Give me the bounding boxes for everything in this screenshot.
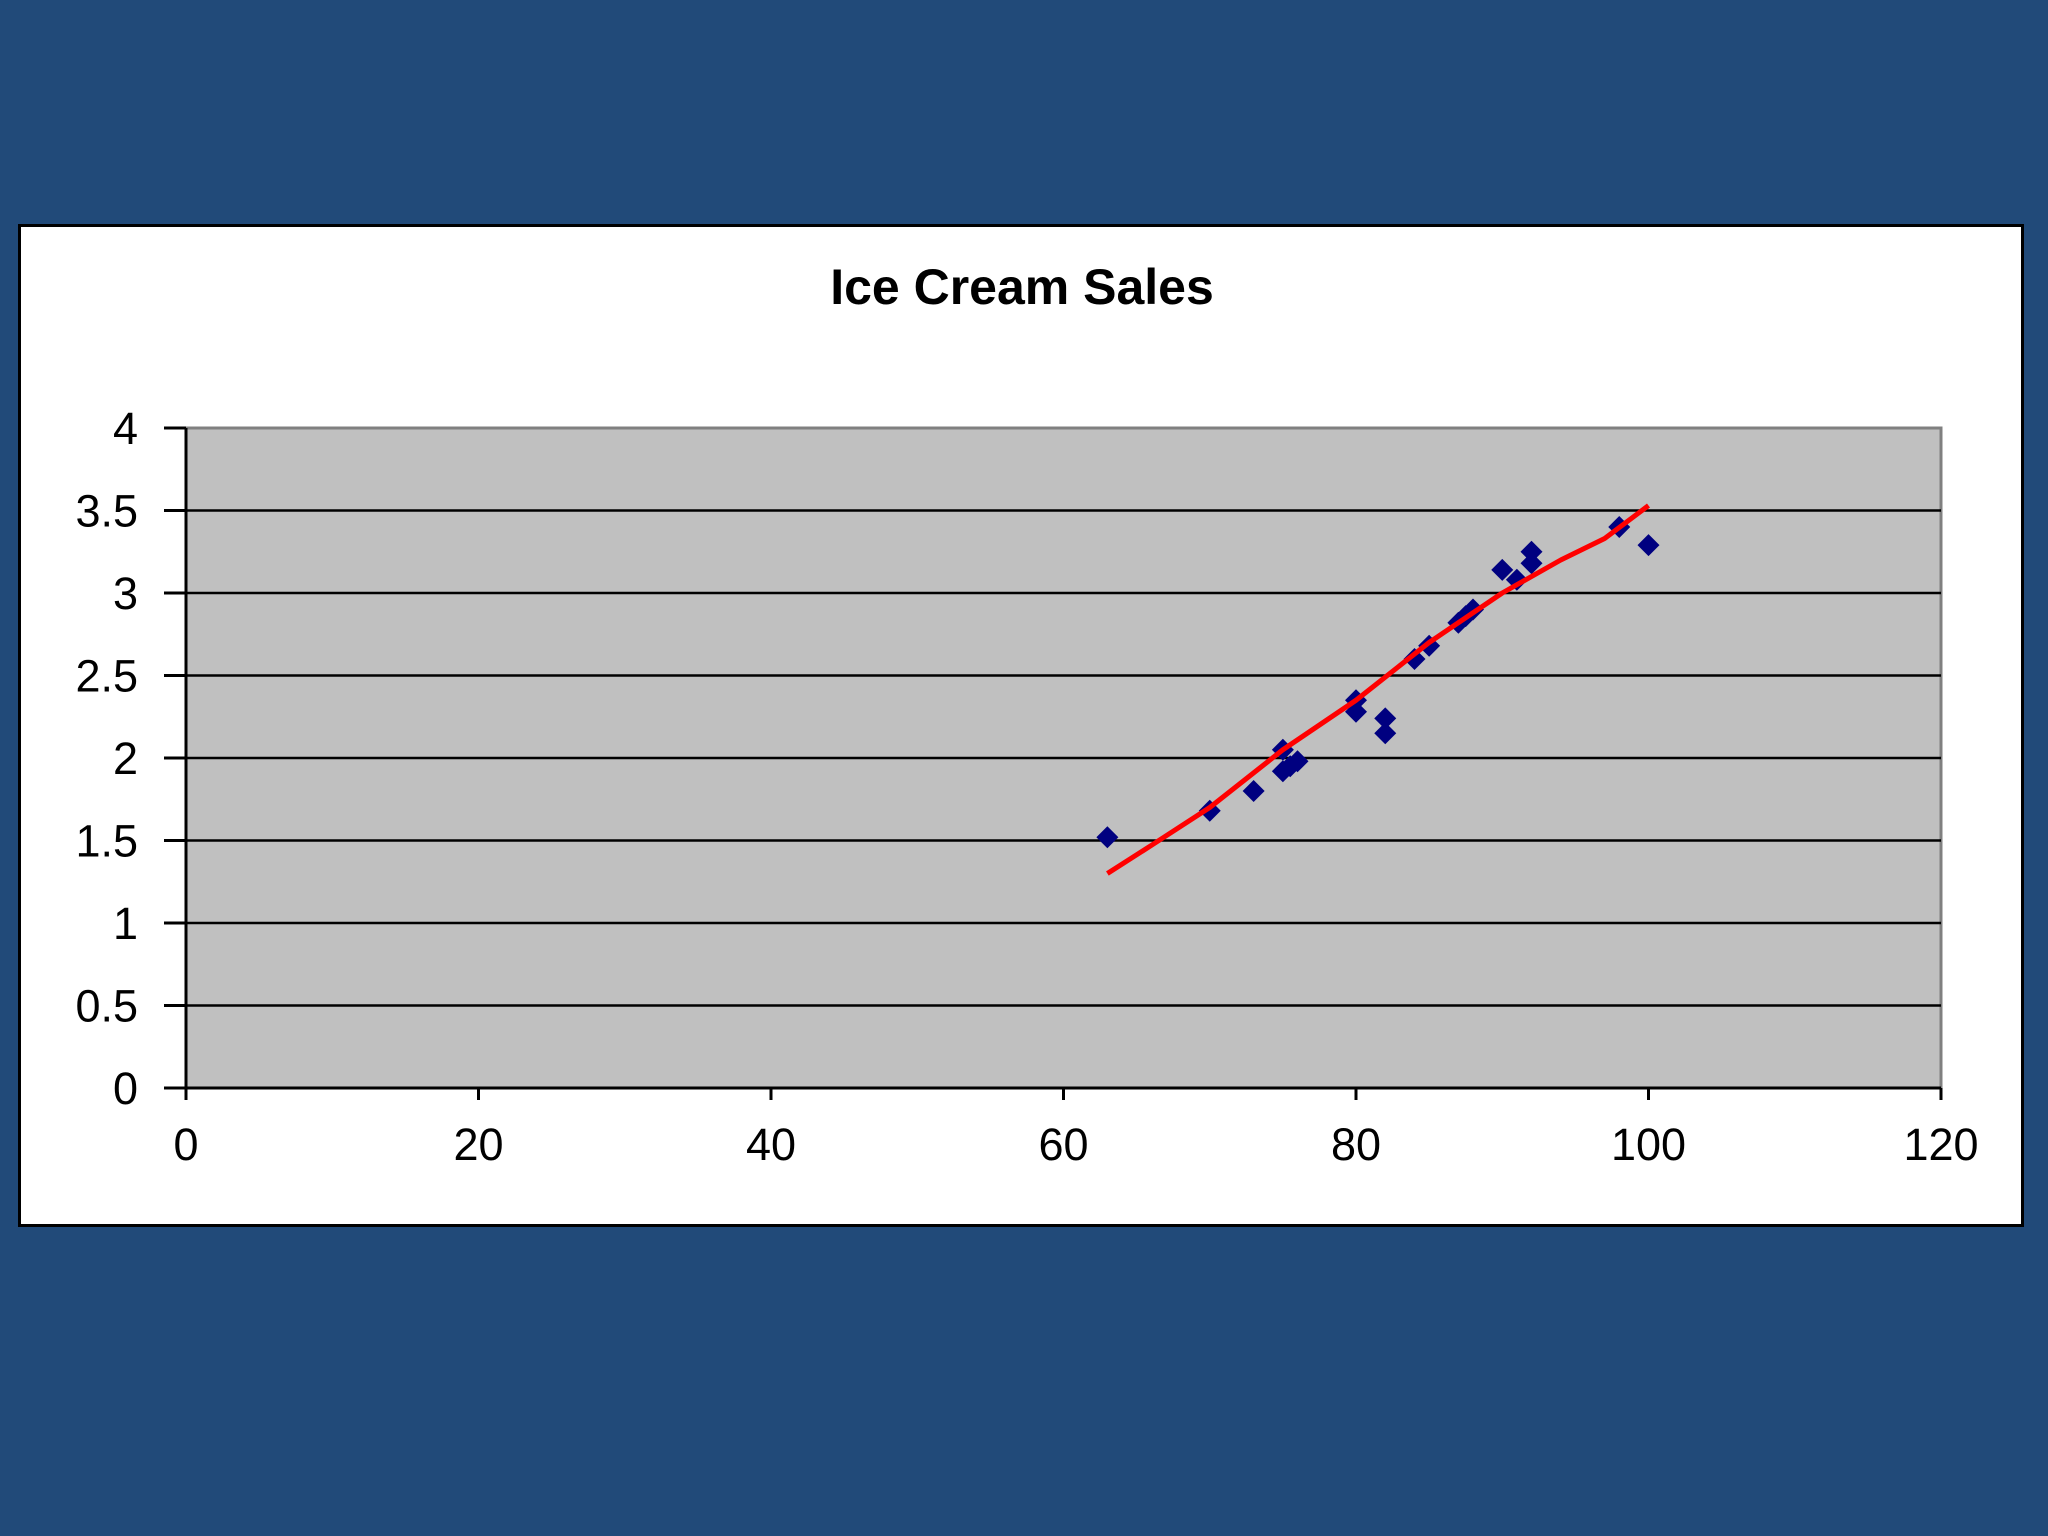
data-point — [1637, 534, 1660, 557]
data-point — [1242, 780, 1265, 802]
x-tick-label: 60 — [1038, 1119, 1088, 1170]
x-tick-labels: 0 20 40 60 80 100 120 — [173, 1119, 1978, 1170]
x-tick-label: 120 — [1903, 1119, 1978, 1170]
data-point — [1520, 540, 1543, 563]
y-tick-label: 2.5 — [75, 651, 138, 702]
data-point — [1374, 722, 1397, 745]
data-point — [1374, 707, 1397, 730]
chart-title: Ice Cream Sales — [830, 259, 1214, 315]
y-tick-label: 3.5 — [75, 486, 138, 537]
data-point — [1096, 826, 1119, 849]
x-tick-label: 20 — [453, 1119, 503, 1170]
y-tick-label: 1.5 — [75, 816, 138, 867]
x-tick-label: 40 — [746, 1119, 796, 1170]
data-point — [1491, 558, 1514, 581]
x-tick-label: 80 — [1331, 1119, 1381, 1170]
gridlines — [186, 509, 1941, 1007]
y-tick-label: 1 — [113, 898, 138, 949]
x-tick-label: 100 — [1611, 1119, 1686, 1170]
y-tick-label: 4 — [113, 403, 138, 454]
axes — [164, 426, 1943, 1100]
y-tick-label: 0.5 — [75, 981, 138, 1032]
y-tick-label: 0 — [113, 1063, 138, 1114]
y-tick-labels: 0 0.5 1 1.5 2 2.5 3 3.5 4 — [75, 403, 138, 1114]
x-tick-label: 0 — [173, 1119, 198, 1170]
trendline — [1106, 503, 1651, 876]
data-point — [1520, 552, 1543, 575]
data-point — [1286, 750, 1309, 773]
data-point — [1403, 648, 1426, 670]
y-tick-label: 3 — [113, 568, 138, 619]
y-tick-label: 2 — [113, 733, 138, 784]
